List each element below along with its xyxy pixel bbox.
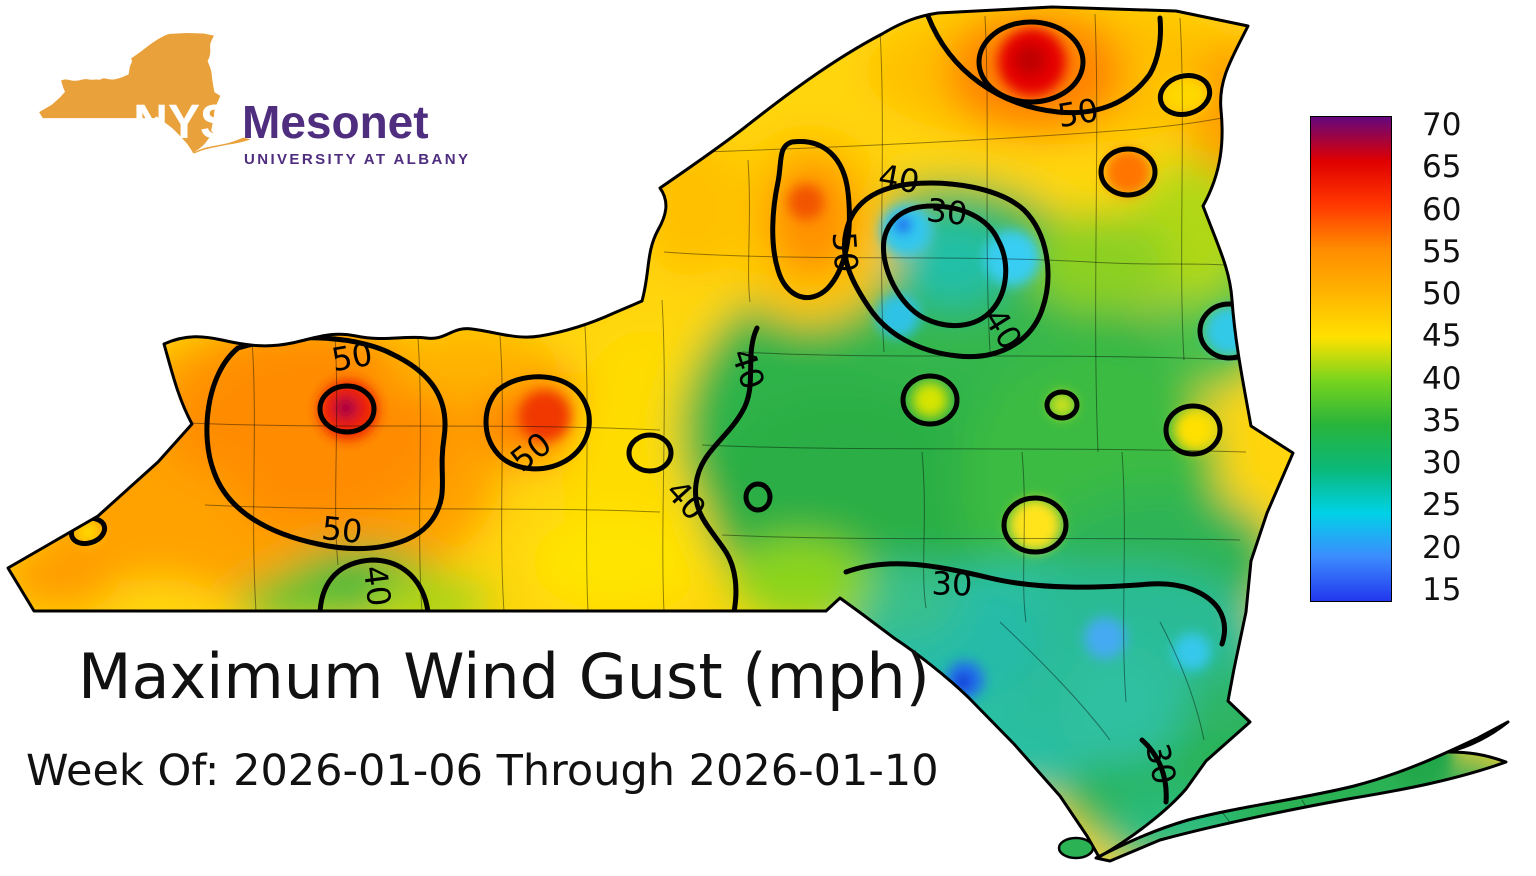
contour-lines: [68, 13, 1261, 805]
colorbar-gradient: [1310, 116, 1392, 602]
logo-name: Mesonet: [242, 96, 429, 148]
contour-line-40-central: [692, 325, 760, 615]
colorbar-tick: 25: [1422, 487, 1462, 524]
page-title: Maximum Wind Gust (mph): [78, 640, 930, 713]
contour-ring: [1044, 389, 1080, 421]
long-island-outline: [1094, 720, 1510, 863]
contour-line-40-north: [841, 180, 1051, 360]
contour-ring-ne-max: [976, 19, 1086, 105]
colorbar-tick: 55: [1422, 233, 1462, 270]
contour-ring: [1001, 495, 1069, 555]
contour-label: 50: [329, 335, 376, 379]
logo-acronym: NYS: [133, 96, 232, 149]
contour-label: 50: [320, 509, 364, 551]
contour-label: 30: [931, 564, 973, 603]
ny-state-logo-shape: [39, 32, 251, 154]
date-range-subtitle: Week Of: 2026-01-06 Through 2026-01-10: [26, 746, 939, 796]
contour-label: 30: [925, 191, 969, 233]
contour-line-40-south: [317, 557, 431, 615]
contour-ring: [626, 432, 674, 474]
logo-tagline: UNIVERSITY AT ALBANY: [244, 151, 470, 168]
colorbar-tick: 70: [1422, 107, 1462, 143]
colorbar-tick: 15: [1422, 571, 1462, 608]
colorbar-tick-labels: 70 65 60 55 50 45 40 35 30 25 20 15: [1422, 110, 1461, 606]
colorbar-tick: 65: [1422, 149, 1462, 186]
contour-line-50-ne: [925, 13, 1163, 116]
colorbar: 70 65 60 55 50 45 40 35 30 25 20 15: [1310, 110, 1461, 605]
contour-ring: [1098, 146, 1158, 198]
contour-label: 30: [1138, 740, 1184, 788]
colorbar-tick: 20: [1422, 529, 1462, 566]
colorbar-tick: 50: [1422, 276, 1462, 313]
contour-ring: [900, 373, 960, 427]
contour-label: 40: [876, 157, 923, 201]
contour-ring: [1157, 73, 1213, 117]
contour-label: 50: [825, 230, 866, 273]
contour-label: 40: [356, 563, 399, 608]
colorbar-tick: 30: [1422, 445, 1462, 482]
contour-ring-west-max: [317, 383, 377, 435]
colorbar-tick: 40: [1422, 360, 1462, 397]
contour-line-30-north: [881, 203, 1009, 329]
colorbar-tick: 45: [1422, 318, 1462, 355]
contour-line-50-west: [204, 335, 448, 551]
state-outline: [6, 5, 1295, 859]
county-borders: [165, 13, 1315, 831]
colorbar-tick: 35: [1422, 402, 1462, 439]
staten-island: [1057, 836, 1095, 860]
contour-line-30-south: [843, 561, 1228, 647]
nys-mesonet-logo: NYS Mesonet UNIVERSITY AT ALBANY: [39, 32, 470, 168]
colorbar-tick: 60: [1422, 191, 1462, 228]
contour-line-50-tughill: [770, 139, 852, 301]
contour-label: 50: [1055, 91, 1102, 135]
contour-ring: [743, 481, 773, 513]
contour-line-50-fingerlakes: [483, 374, 592, 472]
contour-ring: [1163, 403, 1223, 457]
contour-line-30-nyc: [1139, 737, 1169, 805]
